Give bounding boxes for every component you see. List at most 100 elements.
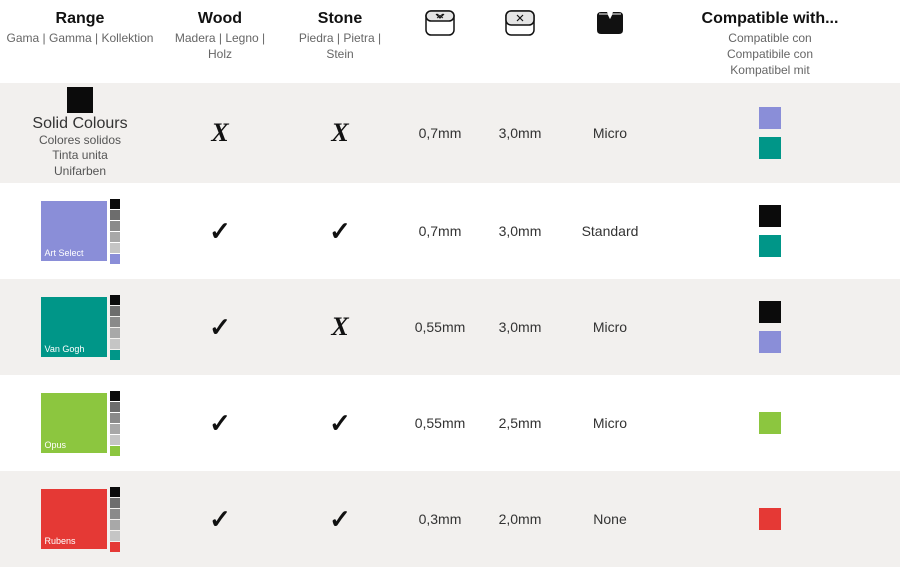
t3-value: Micro <box>593 319 627 335</box>
header-compat-title: Compatible with... <box>702 10 839 28</box>
header-stone-sub: Piedra | Pietra | Stein <box>286 30 394 62</box>
t3-value: None <box>593 511 626 527</box>
compat-swatches <box>759 107 781 159</box>
range-cell: Solid ColoursColores solidosTinta unitaU… <box>0 83 160 184</box>
t1-cell: 0,7mm <box>400 219 480 243</box>
range-chip <box>110 435 120 445</box>
range-chip <box>110 350 120 360</box>
range-swatch: Rubens <box>41 489 107 549</box>
compat-swatches <box>759 508 781 530</box>
header-range-sub: Gama | Gamma | Kollektion <box>7 30 154 46</box>
compat-swatch <box>759 137 781 159</box>
t1-cell: 0,55mm <box>400 315 480 339</box>
t3-cell: Micro <box>560 121 660 145</box>
range-chip <box>110 424 120 434</box>
range-chip <box>110 254 120 264</box>
range-swatch: Opus <box>41 393 107 453</box>
t1-cell: 0,55mm <box>400 411 480 435</box>
range-label: Rubens <box>41 533 80 549</box>
header-range: Range Gama | Gamma | Kollektion <box>0 6 160 50</box>
range-chip <box>110 498 120 508</box>
header-bevel <box>560 6 660 40</box>
t2-value: 3,0mm <box>499 125 542 141</box>
range-chip <box>110 339 120 349</box>
range-label: Van Gogh <box>41 341 89 357</box>
header-thickness-1 <box>400 6 480 40</box>
t3-cell: Micro <box>560 315 660 339</box>
range-chip <box>110 295 120 305</box>
bevel-icon <box>595 10 625 36</box>
compat-swatch <box>759 235 781 257</box>
wood-cell: ✓ <box>160 212 280 251</box>
table-row: Opus✓✓0,55mm2,5mmMicro <box>0 375 900 471</box>
stone-cell: ✓ <box>280 404 400 443</box>
range-strip <box>110 295 120 360</box>
t2-value: 3,0mm <box>499 319 542 335</box>
header-stone-title: Stone <box>318 10 362 28</box>
header-compat: Compatible with... Compatible con Compat… <box>660 6 880 83</box>
check-icon: ✓ <box>209 312 231 343</box>
wood-cell: ✓ <box>160 404 280 443</box>
compat-swatch <box>759 508 781 530</box>
range-card: Opus <box>41 391 120 456</box>
range-subtitle: Tinta unita <box>52 148 108 164</box>
range-chip <box>110 520 120 530</box>
range-cell: Art Select <box>0 195 160 268</box>
range-card: Art Select <box>41 199 120 264</box>
stone-cell: X <box>280 308 400 346</box>
table-header-row: Range Gama | Gamma | Kollektion Wood Mad… <box>0 0 900 83</box>
t2-cell: 3,0mm <box>480 219 560 243</box>
compat-swatch <box>759 412 781 434</box>
t3-cell: Standard <box>560 219 660 243</box>
range-chip <box>110 221 120 231</box>
t3-value: Micro <box>593 125 627 141</box>
stone-cell: X <box>280 114 400 152</box>
range-title: Solid Colours <box>32 115 127 133</box>
table-row: Solid ColoursColores solidosTinta unitaU… <box>0 83 900 184</box>
stone-cell: ✓ <box>280 212 400 251</box>
header-wood-sub: Madera | Legno | Holz <box>166 30 274 62</box>
compat-swatches <box>759 301 781 353</box>
header-stone: Stone Piedra | Pietra | Stein <box>280 6 400 66</box>
header-wood-title: Wood <box>198 10 242 28</box>
t1-value: 0,7mm <box>419 223 462 239</box>
range-swatch: Van Gogh <box>41 297 107 357</box>
table-row: Rubens ✓ ✓ 0,3mm 2,0mm None <box>0 471 900 567</box>
t1-cell: 0,7mm <box>400 121 480 145</box>
compat-swatch <box>759 331 781 353</box>
header-range-title: Range <box>56 10 105 28</box>
check-icon: ✓ <box>329 504 351 535</box>
range-chip <box>110 391 120 401</box>
range-card: Rubens <box>41 487 120 552</box>
compat-swatch <box>759 301 781 323</box>
compat-cell <box>660 297 880 357</box>
t2-cell: 2,5mm <box>480 411 560 435</box>
range-subtitle: Unifarben <box>54 164 106 180</box>
range-label: Art Select <box>41 245 88 261</box>
range-chip <box>110 317 120 327</box>
check-icon: ✓ <box>209 504 231 535</box>
t3-value: Standard <box>582 223 639 239</box>
t2-value: 2,0mm <box>499 511 542 527</box>
t2-cell: 3,0mm <box>480 121 560 145</box>
cross-icon: X <box>331 312 348 342</box>
range-swatch: Art Select <box>41 201 107 261</box>
compat-swatch <box>759 107 781 129</box>
range-label: Opus <box>41 437 71 453</box>
range-chip <box>110 306 120 316</box>
check-icon: ✓ <box>209 408 231 439</box>
t3-cell: None <box>560 507 660 531</box>
compat-cell <box>660 408 880 438</box>
range-chip <box>110 243 120 253</box>
t2-value: 3,0mm <box>499 223 542 239</box>
t2-value: 2,5mm <box>499 415 542 431</box>
range-strip <box>110 391 120 456</box>
t1-cell: 0,3mm <box>400 507 480 531</box>
header-compat-sub: Compatible con Compatibile con Kompatibe… <box>727 30 813 79</box>
header-wood: Wood Madera | Legno | Holz <box>160 6 280 66</box>
compat-cell <box>660 504 880 534</box>
range-chip <box>110 542 120 552</box>
range-chip <box>110 413 120 423</box>
wood-cell: ✓ <box>160 308 280 347</box>
range-chip <box>110 402 120 412</box>
